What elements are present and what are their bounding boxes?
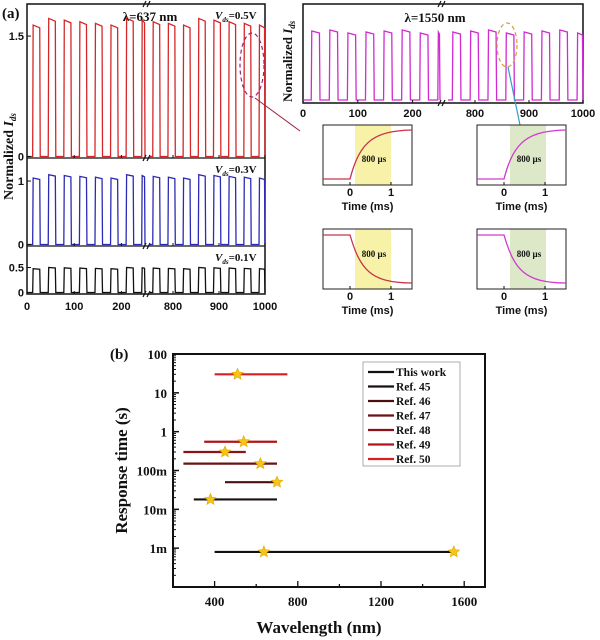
inset-frame-fall-637 xyxy=(322,228,413,290)
legend-label: Ref. 46 xyxy=(396,396,431,408)
y-axis-title: Response time (s) xyxy=(112,407,131,534)
y-tick-label: 100 xyxy=(148,347,168,362)
inset-tick-label: 1 xyxy=(388,187,394,199)
inset-annotation: 800 µs xyxy=(517,249,542,259)
inset-annotation: 800 µs xyxy=(517,154,542,164)
highlight-band-rise-1550 xyxy=(510,125,546,185)
star-marker-This work xyxy=(257,545,271,558)
y-tick-label: 1.5 xyxy=(9,31,24,43)
inset-annotation: 800 µs xyxy=(362,154,387,164)
star-marker-Ref. 47 xyxy=(253,456,267,470)
star-marker-Ref. 48 xyxy=(218,445,232,458)
x-tick-label: 100 xyxy=(65,301,83,313)
inset-annotation: 800 µs xyxy=(362,249,387,259)
legend-label: Ref. 48 xyxy=(396,425,431,437)
y-tick-label: 100m xyxy=(137,464,168,479)
inset-frame-rise-637 xyxy=(322,124,413,186)
x-tick-label: 0 xyxy=(300,108,306,120)
legend-label: Ref. 50 xyxy=(396,454,431,466)
axis-break xyxy=(142,290,151,298)
highlight-ellipse-1550 xyxy=(496,22,518,68)
series-label: Vds=0.3V xyxy=(215,164,257,178)
inset-curve-fall-1550 xyxy=(477,234,567,284)
y-axis-title-left: Normalized Ids xyxy=(2,113,18,200)
trace-Vds=0.3V xyxy=(27,173,266,246)
x-tick-label: 800 xyxy=(466,108,484,120)
callout-arrow-1550 xyxy=(507,66,521,126)
inset-tick-label: 0 xyxy=(347,187,353,199)
y-tick-label: 10 xyxy=(154,386,167,401)
inset-tick-label: 0 xyxy=(347,291,353,303)
x-tick-label: 100 xyxy=(349,108,367,120)
y-tick-label: 1 xyxy=(161,425,168,440)
inset-tick-label: 0 xyxy=(501,187,507,199)
x-tick-label: 1000 xyxy=(253,301,277,313)
x-tick-label: 200 xyxy=(112,301,130,313)
star-marker-Ref. 49 xyxy=(237,434,251,448)
x-tick-label: 900 xyxy=(520,108,538,120)
series-label: Vds=0.5V xyxy=(215,10,257,24)
x-tick-label: 400 xyxy=(205,594,225,609)
y-tick-label: 0 xyxy=(18,240,24,252)
y-tick-label: 1 xyxy=(18,176,24,188)
trace-Vds=0.5V xyxy=(27,17,266,158)
title-637: λ=637 nm xyxy=(123,9,178,24)
inset-xlabel: Time (ms) xyxy=(496,201,548,213)
highlight-ellipse-637 xyxy=(239,32,265,98)
star-marker-This work xyxy=(447,545,461,558)
axis-break xyxy=(142,0,151,8)
y-tick-label: 10m xyxy=(143,502,167,517)
inset-curve-rise-1550 xyxy=(477,129,567,180)
legend-box xyxy=(362,361,461,467)
x-tick-label: 1200 xyxy=(368,594,394,609)
y-tick-label: 0 xyxy=(18,152,24,164)
inset-tick-label: 1 xyxy=(388,291,394,303)
series-label: Vds=0.1V xyxy=(215,252,257,266)
axis-break xyxy=(142,242,151,250)
y-tick-label: 1m xyxy=(150,541,168,556)
inset-curve-rise-637 xyxy=(323,129,413,180)
y-tick-label: 0 xyxy=(18,288,24,300)
inset-tick-label: 1 xyxy=(542,187,548,199)
highlight-band-fall-1550 xyxy=(510,229,546,289)
star-marker-Ref. 46 xyxy=(270,475,284,488)
x-tick-label: 800 xyxy=(164,301,182,313)
legend-label: This work xyxy=(396,367,447,379)
star-marker-Ref. 45 xyxy=(203,492,217,505)
legend-label: Ref. 45 xyxy=(396,382,431,394)
inset-tick-label: 0 xyxy=(501,291,507,303)
inset-xlabel: Time (ms) xyxy=(342,201,394,213)
x-axis-title: Wavelength (nm) xyxy=(256,618,381,637)
inset-xlabel: Time (ms) xyxy=(342,305,394,317)
axis-break xyxy=(437,0,446,107)
title-1550: λ=1550 nm xyxy=(404,10,465,25)
callout-arrow-637 xyxy=(254,97,301,132)
x-tick-label: 800 xyxy=(288,594,308,609)
panel-label-b: (b) xyxy=(110,347,128,363)
axis-break xyxy=(142,154,151,162)
x-tick-label: 1600 xyxy=(451,594,477,609)
x-tick-label: 900 xyxy=(210,301,228,313)
legend-label: Ref. 49 xyxy=(396,440,431,452)
star-marker-Ref. 50 xyxy=(231,367,244,380)
inset-curve-fall-637 xyxy=(323,234,413,284)
inset-tick-label: 1 xyxy=(542,291,548,303)
trace-1550 xyxy=(303,29,584,101)
y-axis-title-right: Normalized Ids xyxy=(280,20,297,102)
highlight-band-rise-637 xyxy=(355,125,391,185)
x-tick-label: 200 xyxy=(403,108,421,120)
inset-frame-fall-1550 xyxy=(476,228,567,290)
y-tick-label: 0.5 xyxy=(9,263,24,275)
highlight-band-fall-637 xyxy=(355,229,391,289)
inset-frame-rise-1550 xyxy=(476,124,567,186)
trace-Vds=0.1V xyxy=(27,266,266,294)
x-tick-label: 0 xyxy=(24,301,30,313)
legend-label: Ref. 47 xyxy=(396,411,431,423)
panel-label-a: (a) xyxy=(2,6,20,22)
x-tick-label: 1000 xyxy=(571,108,595,120)
inset-xlabel: Time (ms) xyxy=(496,305,548,317)
